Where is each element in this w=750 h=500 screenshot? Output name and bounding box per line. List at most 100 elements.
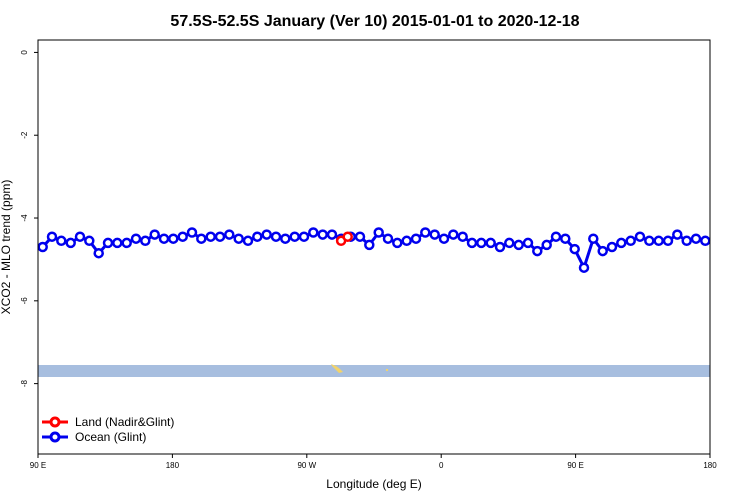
ocean-point: [205, 231, 216, 242]
ocean-point: [289, 231, 300, 242]
ocean-point: [616, 237, 627, 249]
legend-ocean-marker: [49, 431, 61, 443]
x-axis-ticks: 90 E 180 90 W 0 90 E 180: [30, 454, 717, 470]
legend-item-land: Land (Nadir&Glint): [42, 415, 174, 429]
ocean-point: [121, 237, 132, 249]
y-tick-label: -6: [20, 297, 29, 305]
ocean-point: [606, 241, 618, 253]
ocean-point: [522, 237, 534, 249]
ocean-point: [466, 237, 478, 249]
ocean-point: [392, 237, 403, 249]
chart-title: 57.5S-52.5S January (Ver 10) 2015-01-01 …: [170, 13, 579, 30]
ocean-point: [700, 235, 711, 247]
plot-frame: [37, 39, 711, 455]
ocean-point: [504, 237, 515, 249]
ocean-point: [37, 241, 48, 253]
ocean-point: [233, 233, 244, 244]
ocean-point: [186, 227, 198, 238]
ocean-point: [196, 233, 207, 244]
ocean-point: [690, 233, 702, 244]
ocean-point: [672, 229, 683, 240]
ocean-point: [382, 233, 394, 244]
ocean-point: [93, 247, 104, 259]
ocean-point: [224, 229, 235, 240]
land-point: [342, 231, 353, 242]
ocean-point: [158, 233, 170, 244]
ocean-point: [270, 231, 282, 242]
ocean-point: [513, 239, 524, 251]
ocean-point: [438, 233, 450, 244]
ocean-point: [429, 229, 440, 240]
series-ocean: [37, 227, 711, 273]
ocean-point: [280, 233, 291, 244]
x-tick-label: 90 E: [567, 461, 583, 470]
ocean-point: [578, 262, 590, 273]
ocean-point: [653, 235, 664, 247]
x-axis-label: Longitude (deg E): [326, 477, 421, 491]
x-tick-label: 0: [439, 461, 444, 470]
ocean-point: [625, 235, 636, 247]
ocean-point: [317, 229, 328, 240]
legend-ocean-label: Ocean (Glint): [75, 430, 146, 444]
ocean-point: [457, 231, 468, 242]
ocean-point: [140, 235, 151, 247]
ocean-point: [252, 231, 263, 242]
ocean-point: [130, 233, 142, 244]
ocean-point: [634, 231, 646, 242]
ocean-point: [84, 235, 95, 247]
ocean-point: [448, 229, 459, 240]
ocean-point: [46, 231, 58, 242]
ocean-point: [560, 233, 571, 244]
ocean-point: [541, 239, 552, 251]
x-tick-label: 180: [703, 461, 717, 470]
y-tick-label: -8: [20, 380, 29, 388]
ocean-point: [476, 237, 487, 249]
ocean-point: [681, 235, 692, 247]
ocean-point: [494, 241, 506, 253]
x-tick-label: 90 W: [297, 461, 316, 470]
ocean-point: [420, 227, 431, 238]
ocean-point: [308, 227, 319, 238]
ocean-point: [550, 231, 562, 242]
x-tick-label: 90 E: [30, 461, 46, 470]
ocean-point: [410, 233, 422, 244]
ocean-band: [38, 365, 710, 377]
ocean-point: [168, 233, 179, 244]
ocean-point: [112, 237, 123, 249]
ocean-point: [102, 237, 114, 249]
ocean-point: [149, 229, 160, 240]
legend-land-label: Land (Nadir&Glint): [75, 415, 174, 429]
series-layer: [37, 227, 711, 273]
ocean-point: [326, 229, 338, 240]
y-tick-label: 0: [20, 50, 29, 55]
y-axis-label: XCO2 - MLO trend (ppm): [0, 180, 13, 315]
ocean-point: [644, 235, 655, 247]
ocean-point: [56, 235, 67, 247]
ocean-point: [401, 235, 412, 247]
ocean-point: [373, 227, 384, 238]
ocean-point: [569, 243, 580, 255]
ocean-point: [65, 237, 76, 249]
ocean-point: [177, 231, 188, 242]
ocean-point: [597, 245, 608, 257]
ocean-point: [364, 239, 375, 251]
land-patch: [331, 364, 343, 373]
series-land: [335, 231, 353, 247]
ocean-point: [242, 235, 254, 247]
ocean-point: [485, 237, 496, 249]
y-tick-label: -2: [20, 131, 29, 139]
ocean-point: [214, 231, 226, 242]
ocean-point: [588, 233, 599, 244]
land-patch-small: [386, 369, 388, 371]
ocean-point: [261, 229, 272, 240]
ocean-point: [74, 231, 86, 242]
legend-item-ocean: Ocean (Glint): [42, 430, 146, 444]
y-axis-ticks: 0 -2 -4 -6 -8: [20, 50, 38, 388]
legend: Land (Nadir&Glint) Ocean (Glint): [42, 415, 174, 444]
x-tick-label: 180: [166, 461, 180, 470]
ocean-point: [662, 235, 674, 247]
legend-land-marker: [49, 416, 61, 428]
ocean-point: [298, 231, 310, 242]
